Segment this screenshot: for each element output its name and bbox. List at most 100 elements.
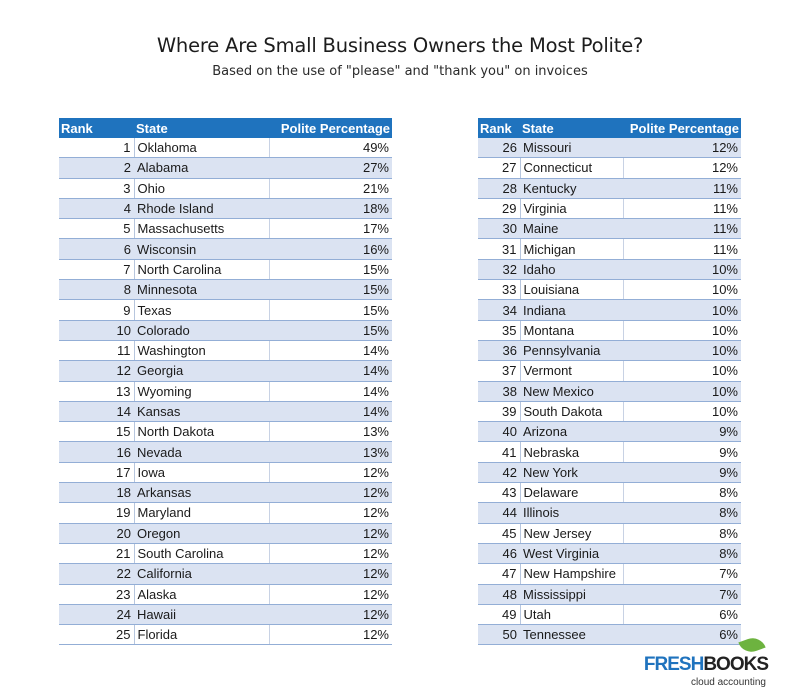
- rank-cell: 34: [478, 299, 520, 321]
- polite-percentage-cell: 21%: [269, 178, 392, 199]
- state-cell: New Hampshire: [520, 563, 624, 585]
- table-row: 28 Kentucky 11%: [478, 178, 741, 199]
- table-row: 12 Georgia 14%: [59, 360, 392, 382]
- logo-tagline: cloud accounting: [690, 677, 766, 688]
- polite-percentage-cell: 12%: [269, 502, 392, 524]
- table-row: 33 Louisiana 10%: [478, 279, 741, 301]
- state-cell: Idaho: [520, 259, 623, 281]
- polite-percentage-cell: 12%: [269, 563, 392, 585]
- rank-cell: 27: [478, 157, 521, 179]
- polite-percentage-cell: 11%: [623, 238, 741, 260]
- rank-cell: 33: [478, 279, 521, 301]
- rank-cell: 23: [59, 584, 135, 605]
- rank-cell: 2: [59, 157, 134, 179]
- polite-percentage-cell: 12%: [269, 523, 392, 544]
- rank-cell: 13: [59, 381, 135, 402]
- state-cell: Maryland: [134, 502, 270, 524]
- rank-cell: 41: [478, 441, 521, 463]
- rank-cell: 9: [59, 299, 135, 321]
- rank-cell: 24: [59, 604, 134, 626]
- polite-percentage-cell: 12%: [269, 462, 392, 484]
- polite-percentage-cell: 10%: [623, 279, 741, 301]
- state-cell: Kentucky: [520, 178, 623, 199]
- polite-percentage-cell: 6%: [623, 604, 741, 626]
- rank-cell: 15: [59, 421, 135, 443]
- polite-percentage-cell: 15%: [269, 279, 392, 301]
- rank-cell: 14: [59, 401, 134, 423]
- state-cell: Wyoming: [134, 381, 270, 402]
- table-row: 20 Oregon 12%: [59, 523, 392, 544]
- rank-cell: 43: [478, 482, 521, 504]
- table-row: 21 South Carolina 12%: [59, 543, 392, 565]
- table-row: 27 Connecticut 12%: [478, 157, 741, 179]
- rank-cell: 35: [478, 320, 521, 341]
- table-row: 10 Colorado 15%: [59, 320, 392, 341]
- table-row: 47 New Hampshire 7%: [478, 563, 741, 585]
- rank-cell: 38: [478, 381, 520, 402]
- state-cell: Illinois: [520, 502, 623, 524]
- header-rank: Rank: [478, 118, 520, 138]
- state-cell: North Carolina: [134, 259, 270, 281]
- polite-percentage-cell: 10%: [623, 360, 741, 382]
- state-cell: Hawaii: [134, 604, 269, 626]
- rank-cell: 22: [59, 563, 134, 585]
- state-cell: Missouri: [520, 138, 623, 159]
- state-cell: Pennsylvania: [520, 340, 623, 362]
- table-row: 34 Indiana 10%: [478, 299, 741, 321]
- polite-percentage-cell: 15%: [269, 320, 392, 341]
- table-row: 44 Illinois 8%: [478, 502, 741, 524]
- state-cell: New Jersey: [520, 523, 624, 544]
- rank-cell: 4: [59, 198, 134, 220]
- state-cell: South Dakota: [520, 401, 624, 423]
- rank-cell: 42: [478, 462, 520, 484]
- rank-cell: 19: [59, 502, 135, 524]
- table-row: 3 Ohio 21%: [59, 178, 392, 199]
- rank-cell: 21: [59, 543, 135, 565]
- polite-percentage-cell: 10%: [623, 401, 741, 423]
- polite-percentage-cell: 12%: [269, 604, 392, 626]
- table-row: 2 Alabama 27%: [59, 157, 392, 179]
- table-row: 37 Vermont 10%: [478, 360, 741, 382]
- table-row: 7 North Carolina 15%: [59, 259, 392, 281]
- table-row: 16 Nevada 13%: [59, 441, 392, 463]
- polite-percentage-cell: 18%: [269, 198, 392, 220]
- ranking-table-right: Rank State Polite Percentage 26 Missouri 1…: [478, 118, 741, 646]
- table-row: 42 New York 9%: [478, 462, 741, 484]
- rank-cell: 40: [478, 421, 520, 443]
- polite-percentage-cell: 12%: [623, 157, 741, 179]
- rank-cell: 20: [59, 523, 134, 544]
- state-cell: New Mexico: [520, 381, 623, 402]
- logo-books: BOOKS: [703, 654, 769, 675]
- table-row: 4 Rhode Island 18%: [59, 198, 392, 220]
- state-cell: Vermont: [520, 360, 624, 382]
- rank-cell: 25: [59, 624, 135, 646]
- state-cell: Georgia: [134, 360, 269, 382]
- polite-percentage-cell: 10%: [623, 299, 741, 321]
- header-polite-percentage: Polite Percentage: [269, 118, 392, 138]
- rank-cell: 18: [59, 482, 134, 504]
- table-row: 9 Texas 15%: [59, 299, 392, 321]
- state-cell: Utah: [520, 604, 624, 626]
- rank-cell: 6: [59, 238, 134, 260]
- rank-cell: 28: [478, 178, 520, 199]
- polite-percentage-cell: 12%: [269, 482, 392, 504]
- rank-cell: 50: [478, 624, 520, 646]
- rank-cell: 46: [478, 543, 520, 565]
- rank-cell: 48: [478, 584, 520, 605]
- polite-percentage-cell: 14%: [269, 360, 392, 382]
- polite-percentage-cell: 12%: [269, 584, 392, 605]
- table-row: 49 Utah 6%: [478, 604, 741, 626]
- table-row: 13 Wyoming 14%: [59, 381, 392, 402]
- polite-percentage-cell: 9%: [623, 441, 741, 463]
- polite-percentage-cell: 16%: [269, 238, 392, 260]
- table-row: 29 Virginia 11%: [478, 198, 741, 220]
- state-cell: Nebraska: [520, 441, 624, 463]
- polite-percentage-cell: 10%: [623, 381, 741, 402]
- state-cell: Arkansas: [134, 482, 269, 504]
- table-row: 22 California 12%: [59, 563, 392, 585]
- rank-cell: 5: [59, 218, 135, 240]
- table-row: 18 Arkansas 12%: [59, 482, 392, 504]
- polite-percentage-cell: 14%: [269, 381, 392, 402]
- state-cell: West Virginia: [520, 543, 623, 565]
- polite-percentage-cell: 12%: [623, 138, 741, 159]
